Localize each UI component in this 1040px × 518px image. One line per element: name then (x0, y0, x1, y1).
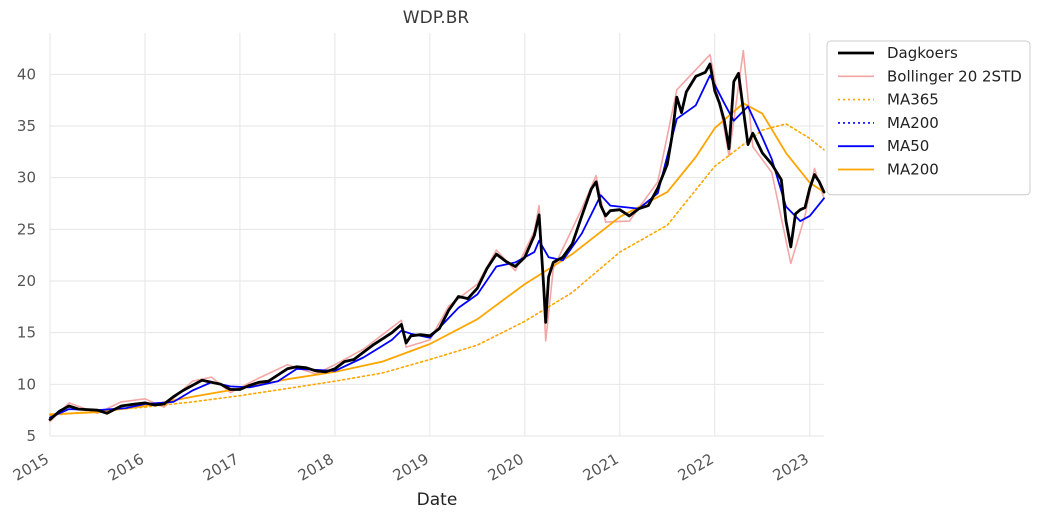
y-tick-label: 20 (17, 272, 36, 290)
series-line-bollinger-20-2std (49, 49, 825, 423)
grid (49, 33, 824, 437)
x-tick-label: 2020 (485, 450, 527, 485)
legend-label: MA365 (887, 91, 939, 109)
x-tick-label: 2015 (10, 450, 52, 485)
legend-label: Dagkoers (887, 44, 958, 62)
legend-label: MA50 (887, 137, 929, 155)
x-tick-label: 2019 (390, 450, 432, 485)
series-line-ma365 (49, 123, 825, 417)
x-tick-label: 2023 (770, 450, 812, 485)
legend-label: MA200 (887, 161, 939, 179)
y-tick-label: 30 (17, 169, 36, 187)
y-tick-label: 10 (17, 375, 36, 393)
legend-label: MA200 (887, 114, 939, 132)
y-tick-label: 35 (17, 117, 36, 135)
y-tick-label: 40 (17, 65, 36, 83)
y-tick-label: 25 (17, 220, 36, 238)
legend: Dagkoers Bollinger 20 2STD MA365 MA200 MA50 M… (826, 40, 1031, 196)
chart-title: WDP.BR (403, 8, 470, 28)
x-axis-label: Date (417, 490, 458, 510)
series-lines (48, 49, 826, 423)
x-tick-label: 2022 (675, 450, 717, 485)
y-tick-label: 15 (17, 324, 36, 342)
series-line-ma50 (49, 74, 825, 419)
y-tick-labels: 5 10 15 20 25 30 35 40 (17, 65, 36, 445)
x-tick-labels: 2015 2016 2017 2018 2019 2020 2021 2022 2023 (10, 450, 812, 485)
x-tick-label: 2017 (200, 450, 242, 485)
legend-box (826, 40, 1031, 196)
series-line-ma200 (49, 102, 825, 416)
x-tick-label: 2016 (105, 450, 147, 485)
x-tick-label: 2018 (295, 450, 337, 485)
y-tick-label: 5 (26, 427, 36, 445)
x-tick-label: 2021 (580, 450, 622, 485)
legend-label: Bollinger 20 2STD (887, 67, 1022, 85)
series-line-dagkoers (48, 62, 826, 421)
